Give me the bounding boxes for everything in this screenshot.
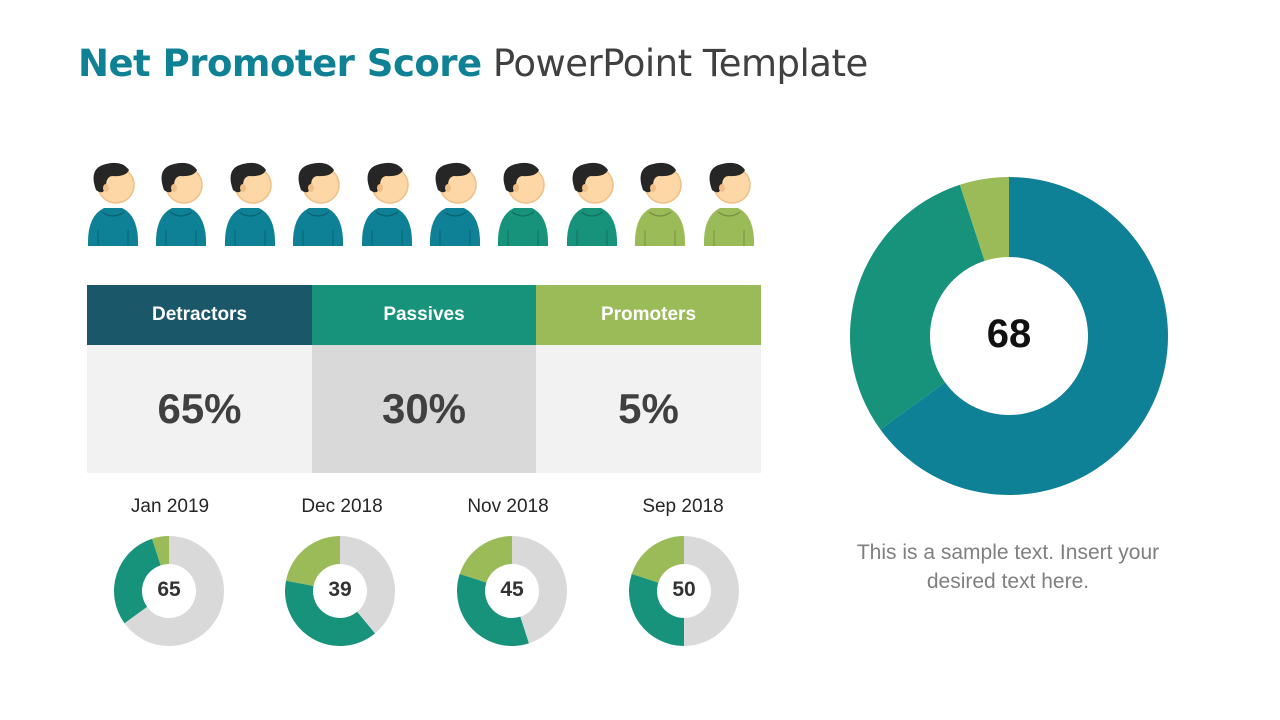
promoters-value: 5% bbox=[536, 345, 761, 473]
title-rest: PowerPoint Template bbox=[481, 42, 868, 85]
score-nov-2018: 45 bbox=[500, 578, 524, 601]
slice-rest bbox=[512, 536, 567, 644]
passives-header: Passives bbox=[312, 285, 536, 345]
person-icon-detractor bbox=[287, 160, 349, 248]
slice-passives bbox=[629, 574, 684, 646]
slice-detractors bbox=[880, 177, 1168, 495]
sample-text: This is a sample text. Insert your desir… bbox=[856, 541, 1160, 593]
month-label-jan-2019: Jan 2019 bbox=[130, 496, 210, 517]
detractors-value: 65% bbox=[87, 345, 312, 473]
promoters-header: Promoters bbox=[536, 285, 761, 345]
score-dec-2018: 39 bbox=[328, 578, 352, 601]
score-sep-2018: 50 bbox=[672, 578, 696, 601]
slice-passives bbox=[457, 574, 529, 646]
person-icon-detractor bbox=[356, 160, 418, 248]
passives-column: Passives 30% bbox=[312, 285, 536, 473]
slice-promoters bbox=[152, 536, 169, 566]
nps-score: 68 bbox=[986, 312, 1032, 356]
donut-jan-2019 bbox=[114, 536, 224, 646]
slice-promoters bbox=[631, 536, 684, 583]
slice-rest bbox=[124, 536, 224, 646]
detractors-column: Detractors 65% bbox=[87, 285, 312, 473]
slide-title: Net Promoter Score PowerPoint Template bbox=[78, 42, 868, 85]
month-label-nov-2018: Nov 2018 bbox=[467, 496, 549, 517]
person-icon-passive bbox=[561, 160, 623, 248]
people-icon-row bbox=[82, 160, 772, 250]
donut-sep-2018 bbox=[629, 536, 739, 646]
month-label-sep-2018: Sep 2018 bbox=[642, 496, 724, 517]
nps-table: Detractors 65% Passives 30% Promoters 5% bbox=[87, 285, 761, 473]
person-icon-passive bbox=[492, 160, 554, 248]
person-icon-promoter bbox=[698, 160, 760, 248]
title-accent: Net Promoter Score bbox=[78, 42, 482, 85]
slice-rest bbox=[684, 536, 739, 646]
slice-promoters bbox=[285, 536, 340, 586]
slice-passives bbox=[850, 184, 985, 430]
promoters-column: Promoters 5% bbox=[536, 285, 761, 473]
slice-promoters bbox=[959, 177, 1009, 261]
person-icon-promoter bbox=[629, 160, 691, 248]
slice-passives bbox=[285, 580, 376, 646]
person-icon-detractor bbox=[424, 160, 486, 248]
donut-nov-2018 bbox=[457, 536, 567, 646]
passives-value: 30% bbox=[312, 345, 536, 473]
slice-rest bbox=[340, 536, 395, 634]
donut-dec-2018 bbox=[285, 536, 395, 646]
slice-promoters bbox=[459, 536, 512, 583]
month-label-dec-2018: Dec 2018 bbox=[301, 496, 383, 517]
slice-passives bbox=[114, 538, 161, 624]
detractors-header: Detractors bbox=[87, 285, 312, 345]
nps-main-donut bbox=[850, 177, 1168, 495]
score-jan-2019: 65 bbox=[157, 578, 181, 601]
person-icon-detractor bbox=[150, 160, 212, 248]
person-icon-detractor bbox=[82, 160, 144, 248]
person-icon-detractor bbox=[219, 160, 281, 248]
